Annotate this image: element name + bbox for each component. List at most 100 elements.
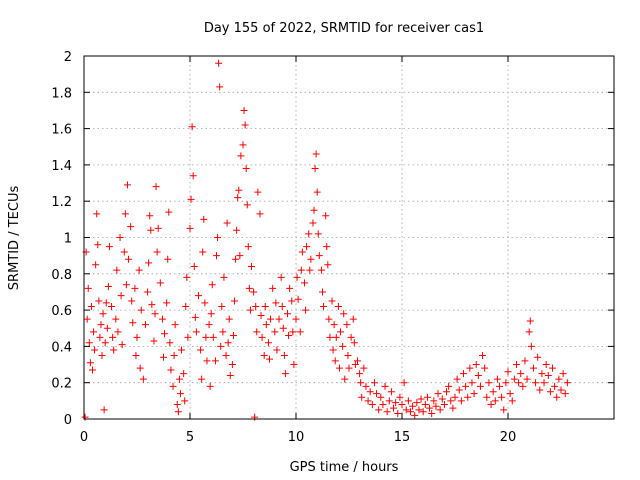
data-point	[278, 302, 286, 310]
data-point	[297, 266, 305, 274]
x-tick-label: 20	[500, 430, 517, 445]
data-point	[125, 255, 133, 263]
data-point	[206, 382, 214, 390]
data-point	[239, 141, 247, 149]
data-point	[217, 342, 225, 350]
data-point	[534, 353, 542, 361]
data-point	[330, 321, 338, 329]
data-point	[234, 194, 242, 202]
data-point	[97, 321, 105, 329]
data-point	[428, 410, 436, 418]
data-point	[146, 212, 154, 220]
data-point	[226, 371, 234, 379]
data-point	[184, 333, 192, 341]
data-point	[313, 188, 321, 196]
data-point	[306, 266, 314, 274]
data-point	[186, 224, 194, 232]
data-point	[366, 388, 374, 396]
data-point	[464, 393, 472, 401]
data-point	[549, 364, 557, 372]
data-point	[377, 393, 385, 401]
data-point	[288, 297, 296, 305]
data-point	[506, 390, 514, 398]
y-tick-label: 1.8	[51, 86, 72, 101]
x-tick-label: 10	[288, 430, 305, 445]
data-point	[347, 333, 355, 341]
y-tick-label: 1.6	[51, 123, 72, 138]
data-point	[551, 382, 559, 390]
data-point	[281, 370, 289, 378]
data-point	[343, 321, 351, 329]
data-point	[557, 386, 565, 394]
data-point	[307, 255, 315, 263]
data-point	[199, 248, 207, 256]
data-point	[241, 121, 249, 129]
data-point	[122, 281, 130, 289]
data-point	[294, 295, 302, 303]
data-point	[160, 353, 167, 361]
data-point	[517, 370, 525, 378]
data-point	[174, 408, 182, 416]
data-point	[87, 302, 95, 310]
data-point	[194, 292, 202, 300]
data-point	[94, 241, 102, 249]
data-point	[479, 351, 487, 359]
data-point	[257, 312, 265, 320]
data-point	[483, 393, 491, 401]
data-point	[118, 341, 126, 349]
data-point	[266, 355, 273, 363]
data-point	[302, 306, 310, 314]
data-point	[325, 315, 333, 323]
data-point	[183, 273, 191, 281]
data-point	[345, 364, 353, 372]
data-point	[298, 248, 306, 256]
data-point	[358, 393, 366, 401]
data-point	[324, 261, 332, 269]
data-point	[137, 306, 145, 314]
y-tick-label: 2	[64, 50, 72, 65]
data-point	[148, 301, 156, 309]
data-point	[523, 375, 531, 383]
data-point	[337, 328, 345, 336]
data-point	[319, 288, 326, 296]
data-point	[529, 364, 537, 372]
data-point	[203, 357, 211, 365]
data-point	[260, 351, 268, 359]
data-point	[208, 281, 216, 289]
data-point	[84, 284, 92, 292]
data-point	[400, 379, 408, 387]
data-point	[153, 248, 161, 256]
data-point	[218, 302, 226, 310]
x-tick-label: 5	[186, 430, 194, 445]
data-point	[329, 346, 337, 354]
data-point	[242, 165, 250, 173]
data-point	[213, 252, 220, 260]
y-tick-label: 1.2	[51, 195, 72, 210]
data-point	[538, 370, 546, 378]
data-point	[449, 404, 457, 412]
data-point	[434, 390, 442, 398]
data-point	[86, 359, 94, 367]
data-point	[310, 206, 318, 214]
data-point	[322, 212, 330, 220]
data-point	[406, 408, 414, 416]
data-point	[166, 339, 174, 347]
grid	[84, 56, 614, 419]
data-point	[300, 279, 308, 287]
data-points	[81, 59, 571, 421]
data-point	[314, 230, 322, 238]
data-point	[387, 388, 395, 396]
data-point	[250, 288, 258, 296]
data-point	[415, 406, 423, 414]
data-point	[121, 210, 129, 218]
data-point	[271, 328, 279, 336]
data-point	[247, 263, 255, 271]
data-point	[113, 266, 121, 274]
data-point	[251, 413, 259, 421]
data-point	[262, 321, 270, 329]
data-point	[156, 279, 164, 287]
data-point	[368, 400, 376, 408]
data-point	[459, 370, 467, 378]
data-point	[240, 106, 248, 114]
data-point	[99, 310, 107, 318]
